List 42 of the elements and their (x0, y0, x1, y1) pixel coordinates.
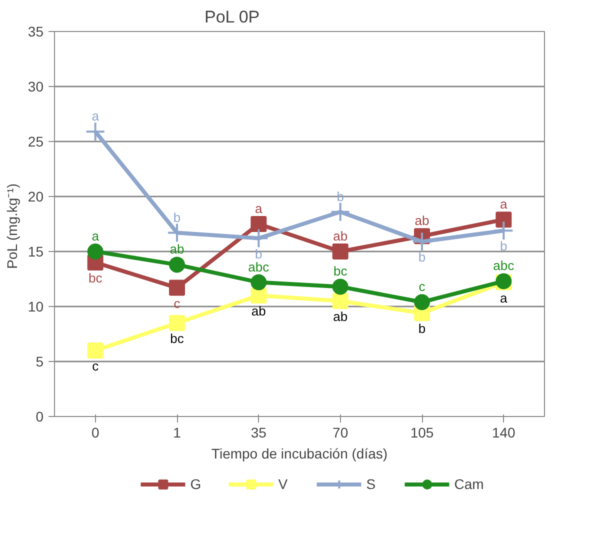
y-tick-label: 5 (36, 354, 44, 370)
annotation: bc (170, 331, 184, 346)
annotation: abc (248, 259, 270, 274)
x-tick-label: 0 (91, 424, 100, 440)
annotation: a (92, 228, 100, 244)
y-tick-label: 15 (28, 244, 44, 260)
y-tick-label: 25 (28, 134, 44, 150)
x-tick-label: 105 (410, 424, 434, 440)
y-tick-label: 30 (28, 78, 44, 94)
annotation: ab (251, 304, 266, 318)
y-tick-label: 0 (36, 408, 44, 424)
annotation: ab (170, 242, 184, 257)
legend-label: Cam (454, 476, 484, 492)
x-tick-label: 1 (173, 424, 182, 440)
annotation: a (92, 108, 100, 124)
annotation: ab (333, 228, 348, 244)
annotation: bc (333, 264, 348, 279)
annotation: c (92, 358, 100, 374)
legend-label: G (190, 476, 202, 492)
x-axis-title: Tiempo de incubación (días) (211, 446, 388, 462)
annotation: a (500, 196, 508, 212)
y-tick-label: 35 (28, 24, 44, 40)
annotation: b (418, 321, 426, 336)
annotation: b (418, 250, 426, 265)
y-tick-label: 10 (28, 298, 44, 314)
x-tick-label: 140 (492, 424, 516, 440)
annotation: c (418, 279, 426, 294)
chart-title: PoL 0P (204, 8, 260, 26)
annotation: bc (88, 270, 103, 286)
annotation: ab (414, 213, 430, 228)
annotation: a (255, 201, 264, 216)
legend-label: V (278, 476, 289, 492)
x-tick-label: 70 (332, 424, 348, 440)
y-axis-title: PoL (mg.kg⁻¹) (4, 184, 20, 269)
annotation: ab (333, 309, 348, 324)
annotation: abc (493, 258, 515, 274)
annotation: a (500, 290, 508, 306)
legend-label: S (366, 476, 377, 492)
x-tick-label: 35 (250, 424, 267, 440)
y-tick-label: 20 (28, 188, 44, 204)
annotation: b (500, 238, 508, 254)
annotation: b (173, 210, 181, 225)
